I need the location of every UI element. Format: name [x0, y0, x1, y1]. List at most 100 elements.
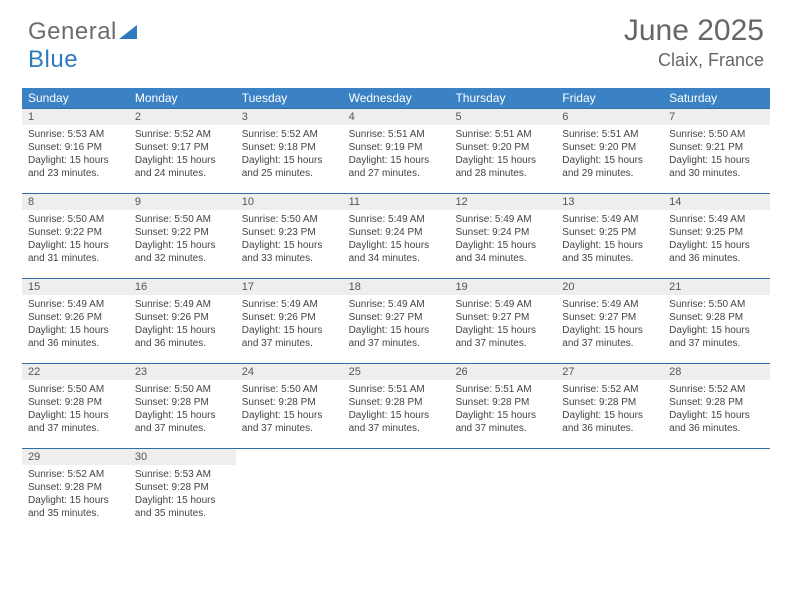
day-cell: 6Sunrise: 5:51 AMSunset: 9:20 PMDaylight…: [556, 109, 663, 193]
daylight-line: Daylight: 15 hours and 28 minutes.: [455, 155, 536, 179]
day-info: Sunrise: 5:49 AMSunset: 9:27 PMDaylight:…: [449, 295, 556, 356]
day-number: 14: [663, 194, 770, 210]
daylight-line: Daylight: 15 hours and 37 minutes.: [455, 410, 536, 434]
sunset-line: Sunset: 9:21 PM: [669, 142, 743, 153]
logo: General Blue: [28, 18, 139, 74]
sunrise-line: Sunrise: 5:51 AM: [562, 129, 638, 140]
day-number: 22: [22, 364, 129, 380]
day-cell: 16Sunrise: 5:49 AMSunset: 9:26 PMDayligh…: [129, 279, 236, 363]
weekday-friday: Friday: [556, 88, 663, 108]
day-number: 8: [22, 194, 129, 210]
daylight-line: Daylight: 15 hours and 27 minutes.: [349, 155, 430, 179]
day-cell: [449, 449, 556, 533]
day-number: 28: [663, 364, 770, 380]
logo-text-2: Blue: [28, 46, 78, 73]
daylight-line: Daylight: 15 hours and 33 minutes.: [242, 240, 323, 264]
weekday-header: SundayMondayTuesdayWednesdayThursdayFrid…: [22, 88, 770, 108]
day-number: 27: [556, 364, 663, 380]
daylight-line: Daylight: 15 hours and 37 minutes.: [455, 325, 536, 349]
day-info: Sunrise: 5:49 AM Sunset: 9:26 PM Daylight:…: [129, 295, 236, 356]
sunrise-line: Sunrise: 5:53 AM: [28, 129, 104, 140]
day-number: 3: [236, 109, 343, 125]
week-row: 29Sunrise: 5:52 AMSunset: 9:28 PMDayligh…: [22, 448, 770, 533]
day-info: Sunrise: 5:49 AMSunset: 9:24 PMDaylight:…: [449, 210, 556, 271]
day-cell: 2Sunrise: 5:52 AMSunset: 9:17 PMDaylight…: [129, 109, 236, 193]
day-number: 29: [22, 449, 129, 465]
sunrise-line: Sunrise: 5:52 AM: [135, 129, 211, 140]
sunrise-line: Sunrise: 5:49 AM: [349, 299, 425, 310]
day-number: 15: [22, 279, 129, 295]
day-number: 23: [129, 364, 236, 380]
sunrise-line: Sunrise: 5:49 AM: [455, 214, 531, 225]
day-info: Sunrise: 5:51 AMSunset: 9:28 PMDaylight:…: [449, 380, 556, 441]
sunset-line: Sunset: 9:28 PM: [135, 397, 209, 408]
day-cell: 14Sunrise: 5:49 AMSunset: 9:25 PMDayligh…: [663, 194, 770, 278]
sunset-line: Sunset: 9:28 PM: [135, 482, 209, 493]
day-cell: 7Sunrise: 5:50 AMSunset: 9:21 PMDaylight…: [663, 109, 770, 193]
day-info: Sunrise: 5:51 AMSunset: 9:28 PMDaylight:…: [343, 380, 450, 441]
sunrise-line: Sunrise: 5:50 AM: [242, 384, 318, 395]
day-number: 25: [343, 364, 450, 380]
day-info: Sunrise: 5:50 AMSunset: 9:22 PMDaylight:…: [129, 210, 236, 271]
daylight-line: Daylight: 15 hours and 37 minutes.: [349, 410, 430, 434]
day-number: 19: [449, 279, 556, 295]
sunrise-line: Sunrise: 5:50 AM: [28, 384, 104, 395]
sunset-line: Sunset: 9:28 PM: [349, 397, 423, 408]
day-number: 13: [556, 194, 663, 210]
day-info: Sunrise: 5:50 AMSunset: 9:23 PMDaylight:…: [236, 210, 343, 271]
sunset-line: Sunset: 9:27 PM: [455, 312, 529, 323]
sunset-line: Sunset: 9:24 PM: [349, 227, 423, 238]
calendar: SundayMondayTuesdayWednesdayThursdayFrid…: [22, 88, 770, 533]
day-cell: 26Sunrise: 5:51 AMSunset: 9:28 PMDayligh…: [449, 364, 556, 448]
daylight-line: Daylight: 15 hours and 32 minutes.: [135, 240, 216, 264]
daylight-line: Daylight: 15 hours and 35 minutes.: [135, 495, 216, 519]
sunset-line: Sunset: 9:27 PM: [562, 312, 636, 323]
day-cell: 12Sunrise: 5:49 AMSunset: 9:24 PMDayligh…: [449, 194, 556, 278]
day-cell: 17Sunrise: 5:49 AMSunset: 9:26 PMDayligh…: [236, 279, 343, 363]
weekday-sunday: Sunday: [22, 88, 129, 108]
day-number: 20: [556, 279, 663, 295]
sunset-line: Sunset: 9:24 PM: [455, 227, 529, 238]
daylight-line: Daylight: 15 hours and 36 minutes.: [669, 240, 750, 264]
sunrise-line: Sunrise: 5:49 AM: [135, 299, 211, 310]
day-number: 1: [22, 109, 129, 125]
sunset-line: Sunset: 9:26 PM: [135, 312, 209, 323]
sunset-line: Sunset: 9:25 PM: [562, 227, 636, 238]
day-number: 5: [449, 109, 556, 125]
sunset-line: Sunset: 9:28 PM: [28, 482, 102, 493]
sunset-line: Sunset: 9:28 PM: [28, 397, 102, 408]
daylight-line: Daylight: 15 hours and 36 minutes.: [135, 325, 216, 349]
logo-text-1: General: [28, 18, 117, 45]
day-cell: 11Sunrise: 5:49 AMSunset: 9:24 PMDayligh…: [343, 194, 450, 278]
sunset-line: Sunset: 9:20 PM: [455, 142, 529, 153]
day-info: Sunrise: 5:49 AMSunset: 9:27 PMDaylight:…: [343, 295, 450, 356]
day-cell: 9Sunrise: 5:50 AMSunset: 9:22 PMDaylight…: [129, 194, 236, 278]
day-cell: 15Sunrise: 5:49 AMSunset: 9:26 PMDayligh…: [22, 279, 129, 363]
sunrise-line: Sunrise: 5:50 AM: [669, 299, 745, 310]
day-number: 10: [236, 194, 343, 210]
day-cell: 5Sunrise: 5:51 AMSunset: 9:20 PMDaylight…: [449, 109, 556, 193]
sunrise-line: Sunrise: 5:53 AM: [135, 469, 211, 480]
day-number: 12: [449, 194, 556, 210]
sunrise-line: Sunrise: 5:50 AM: [242, 214, 318, 225]
weekday-saturday: Saturday: [663, 88, 770, 108]
sunrise-line: Sunrise: 5:51 AM: [349, 129, 425, 140]
day-info: Sunrise: 5:50 AMSunset: 9:22 PMDaylight:…: [22, 210, 129, 271]
daylight-line: Daylight: 15 hours and 35 minutes.: [562, 240, 643, 264]
day-info: Sunrise: 5:52 AMSunset: 9:28 PMDaylight:…: [22, 465, 129, 526]
day-cell: 21Sunrise: 5:50 AMSunset: 9:28 PMDayligh…: [663, 279, 770, 363]
day-info: Sunrise: 5:51 AMSunset: 9:19 PMDaylight:…: [343, 125, 450, 186]
day-cell: 13Sunrise: 5:49 AMSunset: 9:25 PMDayligh…: [556, 194, 663, 278]
day-info: Sunrise: 5:49 AMSunset: 9:25 PMDaylight:…: [556, 210, 663, 271]
day-cell: 25Sunrise: 5:51 AMSunset: 9:28 PMDayligh…: [343, 364, 450, 448]
sunset-line: Sunset: 9:18 PM: [242, 142, 316, 153]
day-number: 11: [343, 194, 450, 210]
day-info: Sunrise: 5:50 AMSunset: 9:28 PMDaylight:…: [236, 380, 343, 441]
sunrise-line: Sunrise: 5:49 AM: [669, 214, 745, 225]
daylight-line: Daylight: 15 hours and 37 minutes.: [349, 325, 430, 349]
day-cell: 27Sunrise: 5:52 AMSunset: 9:28 PMDayligh…: [556, 364, 663, 448]
day-number: 9: [129, 194, 236, 210]
day-cell: 22Sunrise: 5:50 AMSunset: 9:28 PMDayligh…: [22, 364, 129, 448]
sunset-line: Sunset: 9:17 PM: [135, 142, 209, 153]
day-info: Sunrise: 5:50 AMSunset: 9:21 PMDaylight:…: [663, 125, 770, 186]
